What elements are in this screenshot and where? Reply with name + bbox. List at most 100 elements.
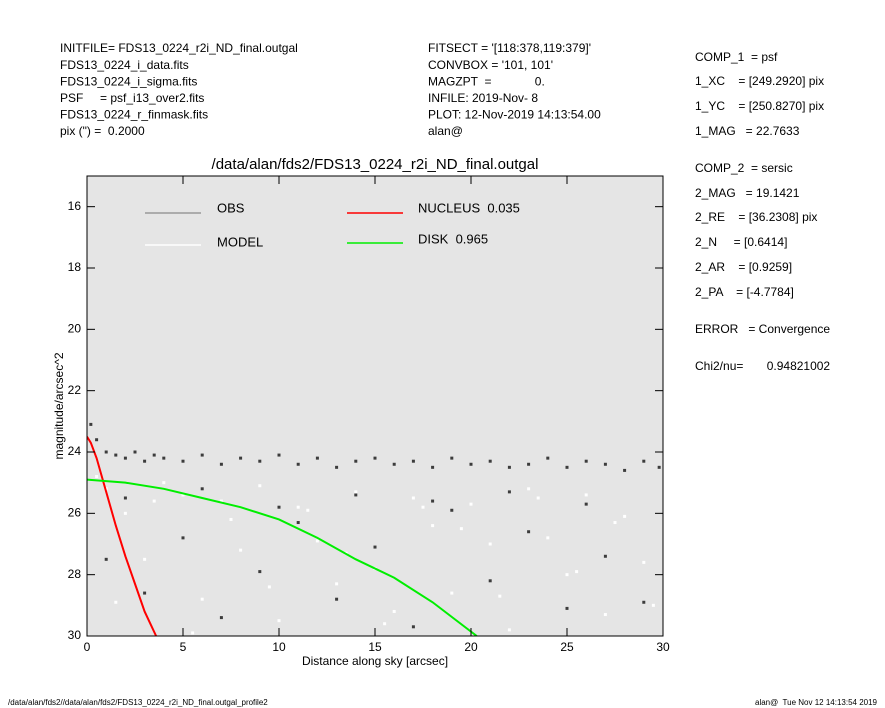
fit-parameter: COMP_1 = psf	[695, 50, 778, 64]
data-point	[123, 511, 127, 515]
header-left-line: FDS13_0224_i_data.fits	[60, 58, 189, 72]
data-point	[603, 613, 607, 617]
data-point	[133, 450, 137, 454]
data-point	[354, 493, 358, 497]
fit-parameter: 2_MAG = 19.1421	[695, 186, 800, 200]
profile-line	[87, 436, 158, 636]
data-point	[450, 456, 454, 460]
data-point	[642, 459, 646, 463]
header-left-line: FDS13_0224_r_finmask.fits	[60, 108, 208, 122]
header-middle-line: alan@	[428, 124, 463, 138]
x-tick-label: 10	[272, 640, 286, 654]
data-point	[575, 570, 579, 574]
fit-parameter: 2_PA = [-4.7784]	[695, 285, 794, 299]
data-point	[267, 585, 271, 589]
data-point	[469, 502, 473, 506]
data-point	[152, 453, 156, 457]
data-point	[651, 603, 655, 607]
x-tick-label: 15	[368, 640, 382, 654]
data-point	[152, 499, 156, 503]
data-point	[181, 459, 185, 463]
x-axis-label: Distance along sky [arcsec]	[302, 654, 448, 668]
y-tick-label: 24	[68, 444, 82, 458]
data-point	[143, 557, 147, 561]
header-middle-line: CONVBOX = '101, 101'	[428, 58, 553, 72]
data-point	[200, 597, 204, 601]
x-tick-label: 30	[656, 640, 670, 654]
data-point	[469, 462, 473, 466]
data-point	[546, 456, 550, 460]
data-point	[546, 536, 550, 540]
footer-right: alan@ Tue Nov 12 14:13:54 2019	[755, 698, 878, 707]
data-point	[335, 582, 339, 586]
data-point	[623, 468, 627, 472]
data-point	[219, 499, 223, 503]
legend-label: OBS	[217, 200, 245, 215]
y-tick-label: 20	[68, 322, 82, 336]
y-tick-label: 26	[68, 506, 82, 520]
data-point	[104, 450, 108, 454]
x-tick-label: 25	[560, 640, 574, 654]
data-point	[498, 594, 502, 598]
header-left-line: FDS13_0224_i_sigma.fits	[60, 74, 197, 88]
data-point	[200, 487, 204, 491]
data-point	[123, 496, 127, 500]
x-tick-label: 5	[180, 640, 187, 654]
data-point	[450, 508, 454, 512]
data-point	[143, 459, 147, 463]
data-point	[584, 493, 588, 497]
data-point	[335, 597, 339, 601]
fit-parameter: 1_MAG = 22.7633	[695, 124, 800, 138]
data-point	[488, 459, 492, 463]
data-point	[392, 462, 396, 466]
data-point	[95, 438, 99, 442]
header-middle-line: MAGZPT = 0.	[428, 74, 545, 88]
data-point	[373, 456, 377, 460]
data-point	[162, 456, 166, 460]
header-middle-line: FITSECT = '[118:378,119:379]'	[428, 41, 591, 55]
data-point	[657, 465, 661, 469]
chart-title: /data/alan/fds2/FDS13_0224_r2i_ND_final.…	[212, 156, 539, 173]
plot-content	[87, 422, 661, 636]
fit-parameter: 2_AR = [0.9259]	[695, 260, 792, 274]
y-tick-label: 30	[68, 628, 82, 642]
data-point	[95, 475, 99, 479]
data-point	[181, 493, 185, 497]
data-point	[239, 548, 243, 552]
fit-parameter: 1_XC = [249.2920] pix	[695, 74, 824, 88]
data-point	[642, 560, 646, 564]
data-point	[488, 579, 492, 583]
data-point	[565, 573, 569, 577]
fit-parameter: 1_YC = [250.8270] pix	[695, 99, 824, 113]
data-point	[411, 625, 415, 629]
fit-parameter: 2_N = [0.6414]	[695, 235, 787, 249]
header-left-line: INITFILE= FDS13_0224_r2i_ND_final.outgal	[60, 41, 298, 55]
data-point	[200, 453, 204, 457]
data-point	[459, 527, 463, 531]
x-tick-label: 20	[464, 640, 478, 654]
legend-label: MODEL	[217, 234, 263, 249]
y-tick-label: 22	[68, 383, 82, 397]
fit-parameter: ERROR = Convergence	[695, 322, 830, 336]
data-point	[258, 484, 262, 488]
fit-parameter: 2_RE = [36.2308] pix	[695, 210, 817, 224]
data-point	[527, 462, 531, 466]
data-point	[354, 459, 358, 463]
profile-line	[87, 478, 478, 636]
data-point	[114, 600, 118, 604]
y-axis-label: magnitude/arcsec^2	[52, 352, 66, 459]
data-point	[219, 462, 223, 466]
data-point	[584, 502, 588, 506]
data-point	[450, 591, 454, 595]
data-point	[373, 545, 377, 549]
header-left-line: pix (") = 0.2000	[60, 124, 145, 138]
y-tick-label: 18	[68, 260, 82, 274]
plot-area	[87, 176, 663, 636]
data-point	[507, 465, 511, 469]
data-point	[315, 539, 319, 543]
data-point	[565, 465, 569, 469]
header-left-line: PSF = psf_i13_over2.fits	[60, 91, 204, 105]
data-point	[383, 622, 387, 626]
data-point	[603, 554, 607, 558]
